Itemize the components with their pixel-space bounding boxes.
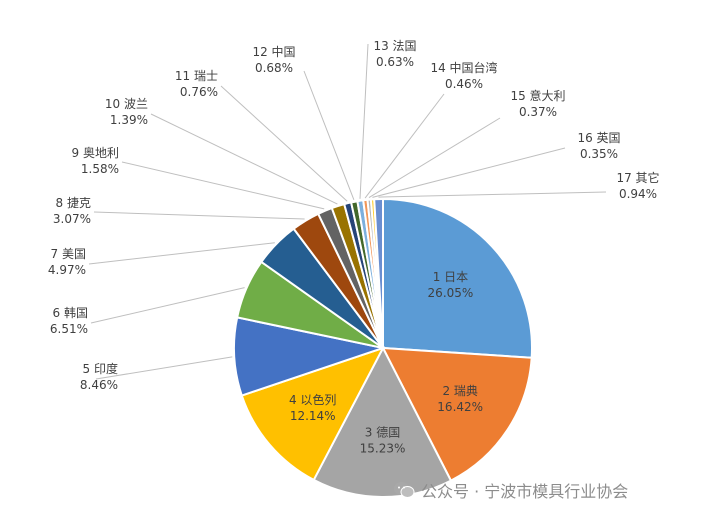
leader-line-14 (364, 93, 445, 199)
pie-slice-2 (381, 346, 533, 482)
slice-percent-3: 15.23% (360, 441, 406, 455)
slice-label-6: 6 韩国 (53, 305, 88, 320)
leader-line-11 (220, 85, 348, 202)
slice-label-5: 5 印度 (83, 361, 118, 376)
slice-label-13: 13 法国 (373, 39, 416, 53)
pie-slice-4 (240, 346, 386, 482)
slice-percent-9: 1.58% (81, 162, 119, 176)
slice-percent-17: 0.94% (619, 187, 657, 201)
slice-percent-1: 26.05% (428, 286, 474, 300)
slice-percent-4: 12.14% (290, 409, 336, 423)
leader-lines (88, 43, 607, 380)
slice-percent-14: 0.46% (445, 77, 483, 91)
leader-line-12 (303, 70, 355, 200)
slice-percent-2: 16.42% (437, 400, 483, 414)
watermark: 公众号 · 宁波市模具行业协会 (393, 478, 628, 502)
pie-slice-17 (373, 197, 384, 349)
slice-percent-6: 6.51% (50, 322, 88, 336)
slice-percent-11: 0.76% (180, 85, 218, 99)
leader-line-15 (368, 117, 501, 199)
slice-labels: 1 日本 26.05% 2 瑞典 16.42% 3 德国 15.23% 4 以色列 12.14… (48, 39, 660, 455)
leader-line-6 (90, 287, 245, 324)
slice-percent-15: 0.37% (519, 105, 557, 119)
watermark-text: 公众号 · 宁波市模具行业协会 (421, 482, 629, 501)
slice-percent-13: 0.63% (376, 55, 414, 69)
slice-label-7: 7 美国 (51, 247, 86, 261)
pie-slice-3 (312, 345, 453, 498)
leader-line-8 (93, 211, 305, 220)
slice-label-2: 2 瑞典 (442, 384, 477, 398)
leader-line-9 (121, 161, 325, 210)
slice-label-11: 11 瑞士 (175, 69, 218, 83)
pie-slice-1 (382, 197, 534, 359)
leader-line-17 (378, 191, 607, 198)
slice-label-12: 12 中国 (252, 44, 295, 59)
slice-label-10: 10 波兰 (105, 97, 148, 111)
slice-label-3: 3 德国 (365, 424, 400, 439)
slice-label-16: 16 英国 (577, 131, 620, 145)
leader-line-13 (359, 43, 369, 199)
slice-percent-10: 1.39% (110, 113, 148, 127)
slice-label-4: 4 以色列 (289, 393, 336, 407)
slice-label-14: 14 中国台湾 (430, 60, 497, 75)
leader-line-7 (88, 242, 275, 265)
slice-label-1: 1 日本 (433, 270, 468, 284)
slice-percent-7: 4.97% (48, 263, 86, 277)
slice-label-9: 9 奥地利 (72, 146, 119, 160)
leader-line-10 (150, 113, 338, 205)
slice-label-15: 15 意大利 (510, 88, 565, 103)
slice-label-17: 17 其它 (616, 170, 659, 185)
slice-label-8: 8 捷克 (56, 196, 91, 210)
pie-slices (233, 197, 534, 498)
leader-line-5 (95, 356, 233, 380)
slice-percent-12: 0.68% (255, 61, 293, 75)
slice-percent-16: 0.35% (580, 147, 618, 161)
leader-line-16 (372, 147, 566, 198)
slice-percent-5: 8.46% (80, 378, 118, 392)
slice-percent-8: 3.07% (53, 212, 91, 226)
wechat-icon (394, 482, 415, 498)
